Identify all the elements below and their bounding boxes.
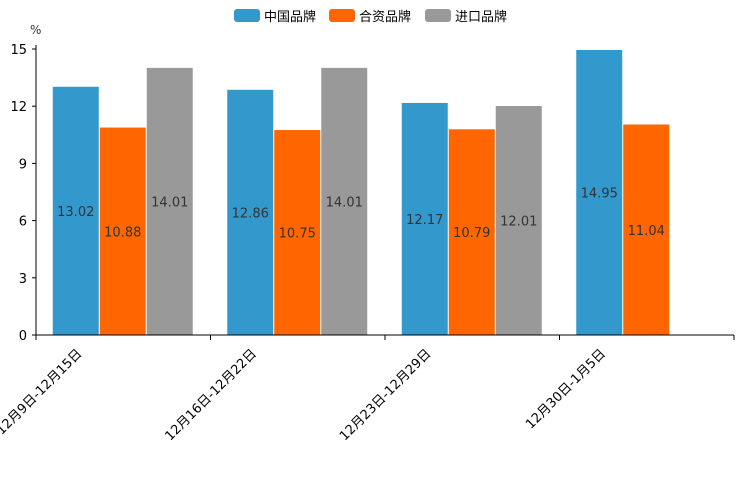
x-tick-label: 12月23日-12月29日 — [337, 347, 434, 444]
x-tick-label: 12月9日-12月15日 — [0, 347, 85, 439]
bar — [227, 89, 274, 335]
data-label: 12.17 — [406, 213, 443, 228]
bar — [274, 130, 321, 335]
bar — [52, 86, 99, 335]
legend-label: 进口品牌 — [455, 9, 507, 25]
data-label: 10.79 — [453, 226, 490, 241]
legend-item: 中国品牌 — [234, 9, 316, 25]
y-tick-label: 0 — [19, 329, 27, 344]
data-label: 10.75 — [279, 227, 316, 242]
data-label: 14.01 — [326, 195, 363, 210]
bar — [146, 67, 193, 335]
y-tick-label: 12 — [10, 100, 27, 115]
legend-swatch — [234, 9, 260, 22]
y-axis-label: % — [30, 23, 41, 37]
data-label: 13.02 — [57, 205, 94, 220]
bar — [576, 49, 623, 335]
data-label: 12.86 — [232, 206, 269, 221]
bar — [321, 67, 368, 335]
legend-label: 中国品牌 — [264, 9, 316, 25]
legend-item: 合资品牌 — [329, 9, 411, 25]
y-tick-label: 3 — [19, 272, 27, 287]
data-label: 14.01 — [151, 195, 188, 210]
data-label: 10.88 — [104, 225, 141, 240]
y-tick-label: 9 — [19, 157, 27, 172]
data-label: 11.04 — [628, 224, 665, 239]
legend-swatch — [329, 9, 355, 22]
bar — [401, 102, 448, 335]
bar — [99, 127, 146, 336]
x-axis: 12月9日-12月15日 12月16日-12月22日 12月23日-12月29日 12… — [0, 334, 735, 444]
x-tick-label: 12月16日-12月22日 — [162, 347, 259, 444]
legend-item: 进口品牌 — [425, 9, 507, 25]
data-label: 14.95 — [581, 186, 618, 201]
bars: 13.02 10.88 14.01 12.86 10.75 14.01 12.17 10.79… — [52, 49, 670, 336]
y-axis: 0 3 6 9 12 15 — [10, 43, 37, 344]
legend-swatch — [425, 9, 451, 22]
bar — [623, 124, 670, 335]
bar — [448, 129, 495, 335]
y-tick-label: 15 — [10, 43, 27, 58]
legend: 中国品牌 合资品牌 进口品牌 — [234, 9, 507, 25]
data-label: 12.01 — [500, 215, 537, 230]
bar — [495, 106, 542, 335]
x-tick-label: 12月30日-1月5日 — [523, 347, 609, 433]
legend-label: 合资品牌 — [359, 9, 411, 25]
y-tick-label: 6 — [19, 215, 27, 230]
